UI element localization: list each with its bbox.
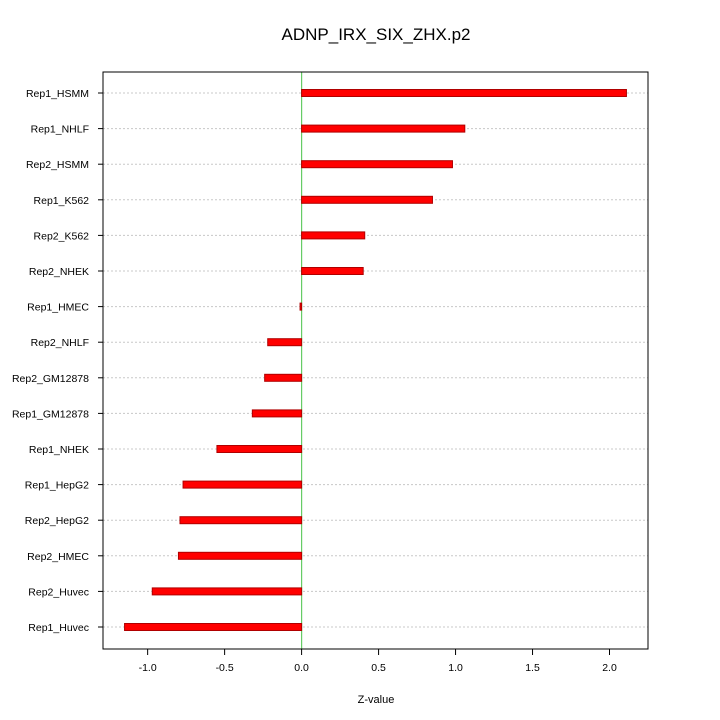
bar <box>264 373 303 382</box>
bar <box>301 195 433 204</box>
y-tick-label: Rep1_K562 <box>34 195 90 207</box>
x-tick-label: 1.5 <box>525 662 540 674</box>
bar <box>301 267 364 275</box>
plot-frame <box>102 71 649 650</box>
grid-layer <box>103 92 648 628</box>
bar <box>299 302 303 311</box>
bar <box>267 338 303 347</box>
x-tick-label: 0.0 <box>294 662 309 674</box>
y-tick-label: Rep1_NHLF <box>31 124 89 136</box>
bar <box>216 445 303 453</box>
x-tick-label: -0.5 <box>216 662 234 674</box>
bar <box>301 124 466 133</box>
bar <box>301 231 366 240</box>
y-tick-label: Rep2_NHLF <box>31 337 89 349</box>
bar <box>301 89 627 97</box>
y-tick-label: Rep2_HSMM <box>26 159 89 171</box>
y-tick-label: Rep1_Huvec <box>28 622 89 634</box>
chart-title: ADNP_IRX_SIX_ZHX.p2 <box>282 25 471 44</box>
y-tick-label: Rep1_HSMM <box>26 88 89 100</box>
bar <box>182 480 303 489</box>
y-tick-label: Rep2_Huvec <box>28 586 89 598</box>
y-tick-label: Rep2_HepG2 <box>25 515 89 527</box>
bar <box>251 409 303 418</box>
x-tick-label: 1.0 <box>448 662 463 674</box>
x-tick-label: 0.5 <box>371 662 386 674</box>
x-tick-label: 2.0 <box>602 662 617 674</box>
y-tick-label: Rep1_NHEK <box>29 444 89 456</box>
bar <box>177 551 303 560</box>
bar <box>301 160 453 169</box>
y-tick-label: Rep1_GM12878 <box>12 408 89 420</box>
bar-layer <box>124 89 627 631</box>
y-tick-label: Rep2_NHEK <box>29 266 89 278</box>
y-tick-label: Rep1_HepG2 <box>25 480 89 492</box>
y-tick-label: Rep1_HMEC <box>27 302 89 314</box>
x-tick-label: -1.0 <box>139 662 157 674</box>
bar <box>179 516 303 525</box>
y-tick-label: Rep2_K562 <box>34 230 90 242</box>
x-axis-title: Z-value <box>358 694 395 706</box>
y-tick-label: Rep2_GM12878 <box>12 373 89 385</box>
x-axis: -1.0 -0.5 0.0 0.5 1.0 1.5 2.0 <box>139 649 617 674</box>
bar <box>151 587 303 596</box>
bar <box>124 623 303 631</box>
y-tick-label: Rep2_HMEC <box>27 551 89 563</box>
category-labels: Rep1_HSMM Rep1_NHLF Rep2_HSMM Rep1_K562 Rep2… <box>12 88 103 634</box>
